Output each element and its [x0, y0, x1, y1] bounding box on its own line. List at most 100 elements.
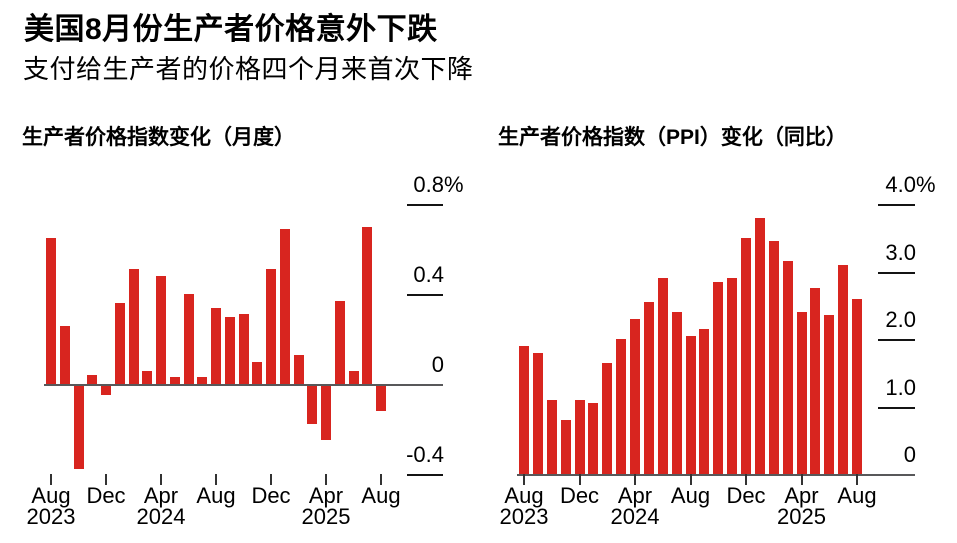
bar-feb-2024: [128, 269, 139, 384]
bar-may-2025: [334, 300, 345, 384]
bar-jun-2024: [657, 278, 668, 474]
x-tick-label-year: 2025: [777, 504, 826, 529]
x-tick-mark: [160, 474, 162, 485]
bar-oct-2024: [238, 314, 249, 384]
x-tick-label-month: Apr: [143, 483, 179, 508]
page-subtitle: 支付给生产者的价格四个月来首次下降: [23, 54, 474, 84]
y-tick-label: 0: [431, 352, 444, 377]
bar-jun-2025: [824, 315, 835, 474]
chart-title-yoy: 生产者价格指数（PPI）变化（同比）: [498, 126, 847, 149]
y-tick-dash: [407, 294, 443, 296]
x-tick-label-month: Aug: [504, 483, 544, 508]
x-tick-label-year: 2025: [301, 504, 351, 529]
x-tick-label-year: 2024: [610, 504, 660, 529]
x-tick-label-month: Aug: [196, 483, 236, 508]
bar-oct-2024: [713, 281, 724, 474]
x-tick-label-month: Aug: [361, 483, 401, 508]
bar-feb-2025: [768, 241, 779, 474]
bar-may-2024: [643, 301, 654, 474]
x-tick-mark: [523, 474, 525, 485]
bar-sep-2024: [699, 328, 710, 474]
bar-jan-2024: [114, 303, 125, 384]
bar-jan-2024: [588, 403, 599, 474]
x-tick-mark: [215, 474, 217, 485]
bar-mar-2025: [782, 261, 793, 474]
x-tick-label-year: 2024: [136, 504, 186, 529]
percent-sign: %: [444, 172, 464, 197]
y-tick-label: 4.0%: [885, 172, 936, 197]
bar-dec-2023: [101, 386, 111, 395]
percent-sign: %: [916, 172, 936, 197]
y-tick-label: 2.0: [885, 307, 916, 332]
y-tick-label: 3.0: [885, 239, 916, 265]
x-tick-label-month: Aug: [31, 483, 71, 508]
y-tick-dash: [878, 204, 915, 206]
page-title: 美国8月份生产者价格意外下跌: [24, 13, 438, 46]
bar-mar-2024: [142, 370, 153, 384]
x-tick-mark: [380, 474, 382, 485]
bar-jan-2025: [754, 217, 765, 474]
x-tick-label-month: Dec: [86, 483, 126, 508]
bar-nov-2024: [727, 278, 738, 474]
y-tick-label: -0.4: [406, 442, 444, 467]
y-tick-label: 0.4: [413, 262, 444, 287]
x-tick-label-month: Apr: [308, 483, 344, 508]
bar-jun-2024: [183, 294, 194, 384]
y-tick-dash: [407, 474, 443, 476]
bar-dec-2023: [574, 399, 585, 474]
bar-jan-2025: [279, 228, 290, 384]
x-tick-mark: [578, 474, 581, 485]
bar-nov-2024: [252, 361, 263, 384]
x-tick-mark: [50, 474, 52, 485]
x-tick-mark: [634, 474, 636, 485]
x-tick-label-month: Aug: [670, 483, 711, 508]
x-tick-mark: [325, 474, 327, 485]
x-tick-label-year: 2023: [26, 504, 76, 529]
y-tick-dash: [878, 271, 915, 274]
bar-sep-2023: [532, 352, 543, 474]
bar-feb-2024: [602, 362, 613, 474]
bar-apr-2024: [156, 276, 166, 384]
bar-may-2025: [810, 288, 821, 474]
bar-mar-2025: [307, 386, 318, 425]
bar-feb-2025: [293, 354, 304, 384]
y-tick-dash: [878, 406, 915, 409]
bar-jul-2025: [362, 226, 373, 384]
x-tick-mark: [105, 474, 107, 485]
bar-aug-2025: [376, 386, 386, 411]
y-tick-dash: [878, 339, 915, 341]
bar-aug-2023: [46, 237, 56, 384]
y-tick-label: 0.8%: [413, 172, 464, 197]
x-tick-label-month: Dec: [726, 483, 766, 508]
bar-aug-2024: [685, 335, 696, 474]
chart-title-monthly: 生产者价格指数变化（月度）: [22, 126, 295, 149]
x-tick-label-month: Dec: [251, 483, 291, 508]
bar-aug-2025: [852, 298, 862, 474]
y-tick-label: 1.0: [885, 374, 916, 400]
bar-jun-2025: [348, 370, 359, 384]
x-tick-label-year: 2023: [499, 504, 549, 529]
bar-aug-2023: [519, 345, 529, 474]
bar-dec-2024: [741, 237, 751, 474]
bar-sep-2024: [224, 316, 235, 384]
bar-oct-2023: [73, 386, 84, 470]
y-tick-label: 0: [903, 442, 916, 467]
bar-aug-2024: [211, 307, 221, 384]
bar-mar-2024: [616, 339, 627, 474]
zero-axis-line: [44, 384, 443, 386]
bar-may-2024: [169, 377, 180, 384]
x-tick-label-month: Aug: [837, 483, 877, 508]
bar-apr-2025: [321, 386, 331, 440]
x-tick-label-month: Apr: [784, 483, 819, 508]
x-tick-mark: [856, 474, 858, 485]
bar-sep-2023: [59, 325, 70, 384]
bar-dec-2024: [266, 269, 276, 384]
x-tick-mark: [689, 474, 692, 485]
x-tick-label-month: Dec: [559, 483, 600, 508]
x-tick-mark: [800, 474, 803, 485]
bar-jul-2024: [197, 377, 208, 384]
y-tick-dash: [407, 204, 443, 206]
bar-apr-2025: [796, 312, 807, 474]
bar-jul-2025: [838, 264, 849, 474]
